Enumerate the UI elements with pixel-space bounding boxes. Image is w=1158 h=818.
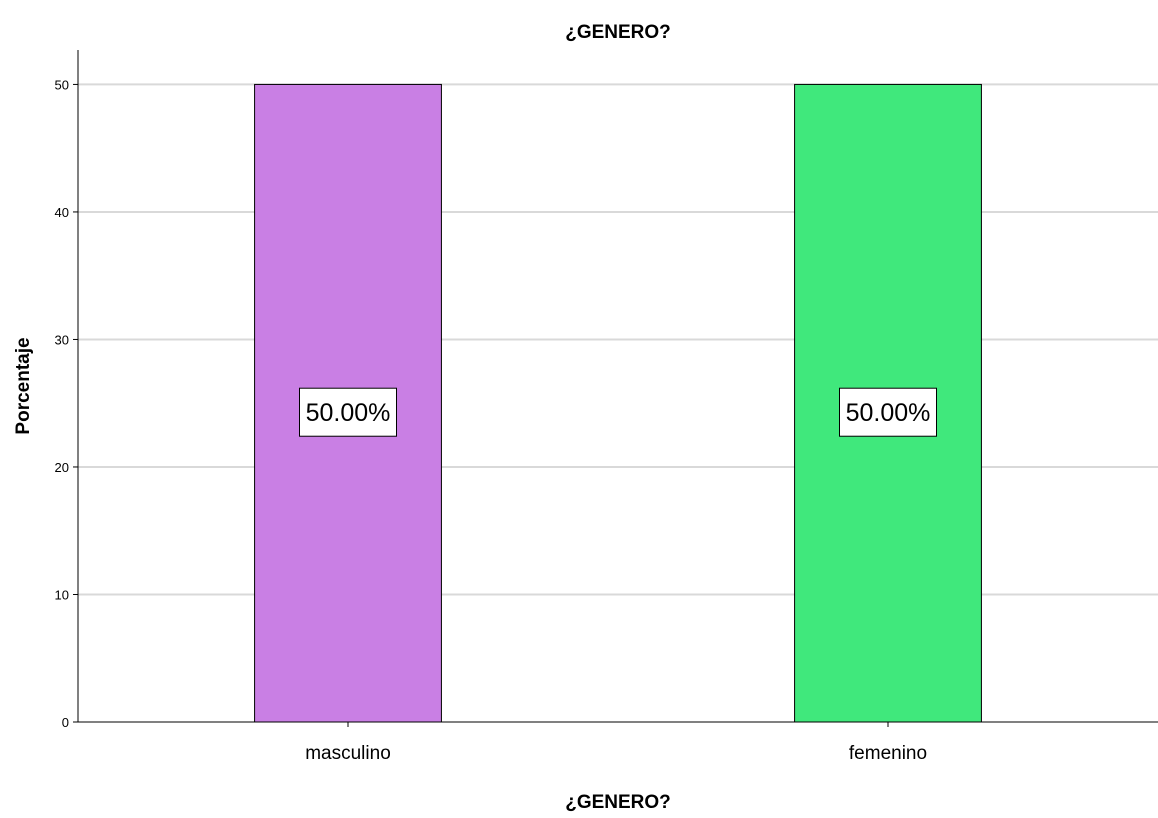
- y-tick-label: 40: [55, 205, 69, 220]
- y-tick-label: 50: [55, 77, 69, 92]
- x-category-label-femenino: femenino: [849, 743, 927, 764]
- chart-title: ¿GENERO?: [565, 22, 671, 43]
- y-tick-label: 30: [55, 332, 69, 347]
- data-label-femenino: 50.00%: [846, 399, 931, 427]
- y-axis-title: Porcentaje: [13, 337, 34, 434]
- grid-lines: [78, 83, 1158, 596]
- data-label-masculino: 50.00%: [306, 399, 391, 427]
- bars: 50.00% 50.00%: [254, 83, 982, 723]
- data-label-box-masculino: [299, 387, 397, 437]
- x-category-label-masculino: masculino: [305, 743, 391, 764]
- x-axis-title: ¿GENERO?: [565, 792, 671, 813]
- x-axis-categories: masculino femenino: [305, 722, 927, 764]
- y-tick-label: 0: [62, 715, 69, 730]
- data-label-box-femenino: [839, 387, 937, 437]
- y-tick-label: 10: [55, 587, 69, 602]
- y-axis-ticks: 0 10 20 30 40 50: [55, 77, 78, 730]
- y-tick-label: 20: [55, 460, 69, 475]
